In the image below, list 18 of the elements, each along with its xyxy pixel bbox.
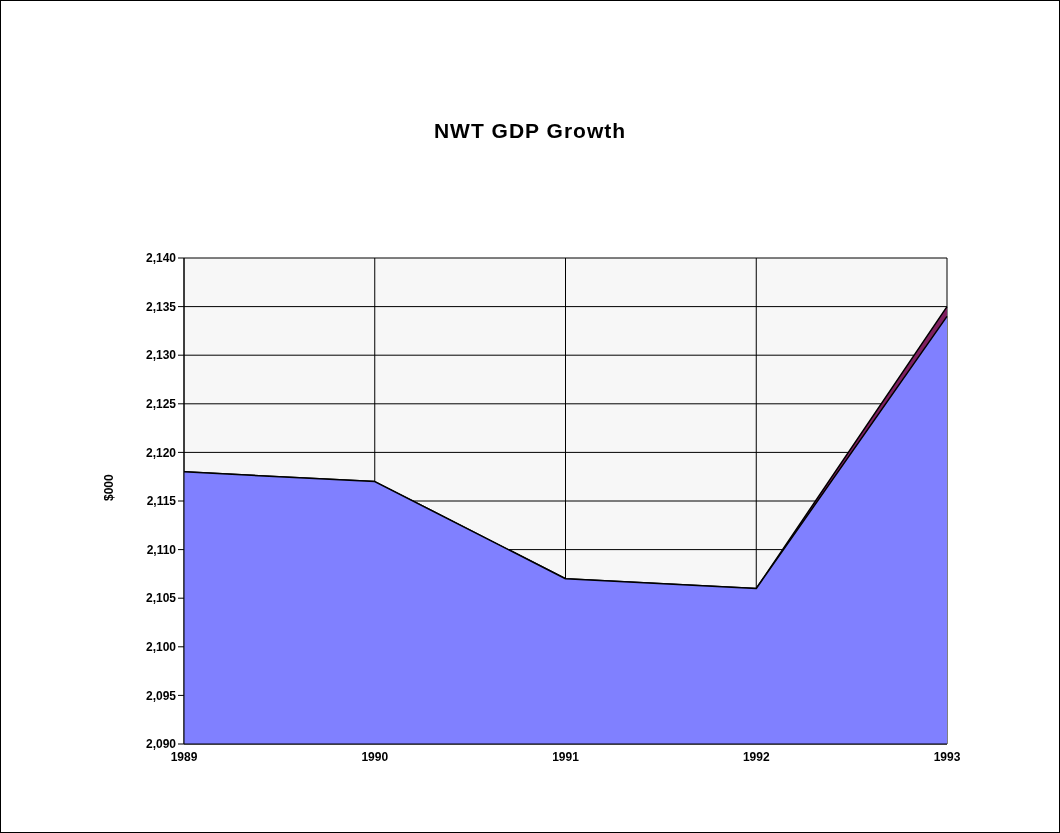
y-tick-label: 2,125 (145, 397, 177, 412)
chart-title: NWT GDP Growth (432, 119, 628, 143)
y-tick-label: 2,140 (145, 251, 177, 266)
y-tick-label: 2,105 (145, 591, 177, 606)
x-tick-label: 1992 (742, 749, 770, 764)
x-tick-label: 1989 (170, 749, 198, 764)
y-tick-label: 2,095 (145, 688, 177, 703)
y-tick-label: 2,130 (145, 348, 177, 363)
y-tick-label: 2,120 (145, 445, 177, 460)
y-tick-label: 2,110 (146, 542, 177, 557)
x-tick-label: 1990 (361, 749, 389, 764)
y-axis-title: $000 (102, 473, 117, 501)
x-tick-label: 1991 (552, 749, 580, 764)
x-tick-label: 1993 (933, 749, 961, 764)
y-tick-label: 2,100 (145, 640, 177, 655)
y-tick-label: 2,090 (145, 737, 177, 752)
y-tick-label: 2,115 (146, 494, 177, 509)
y-tick-label: 2,135 (145, 299, 177, 314)
